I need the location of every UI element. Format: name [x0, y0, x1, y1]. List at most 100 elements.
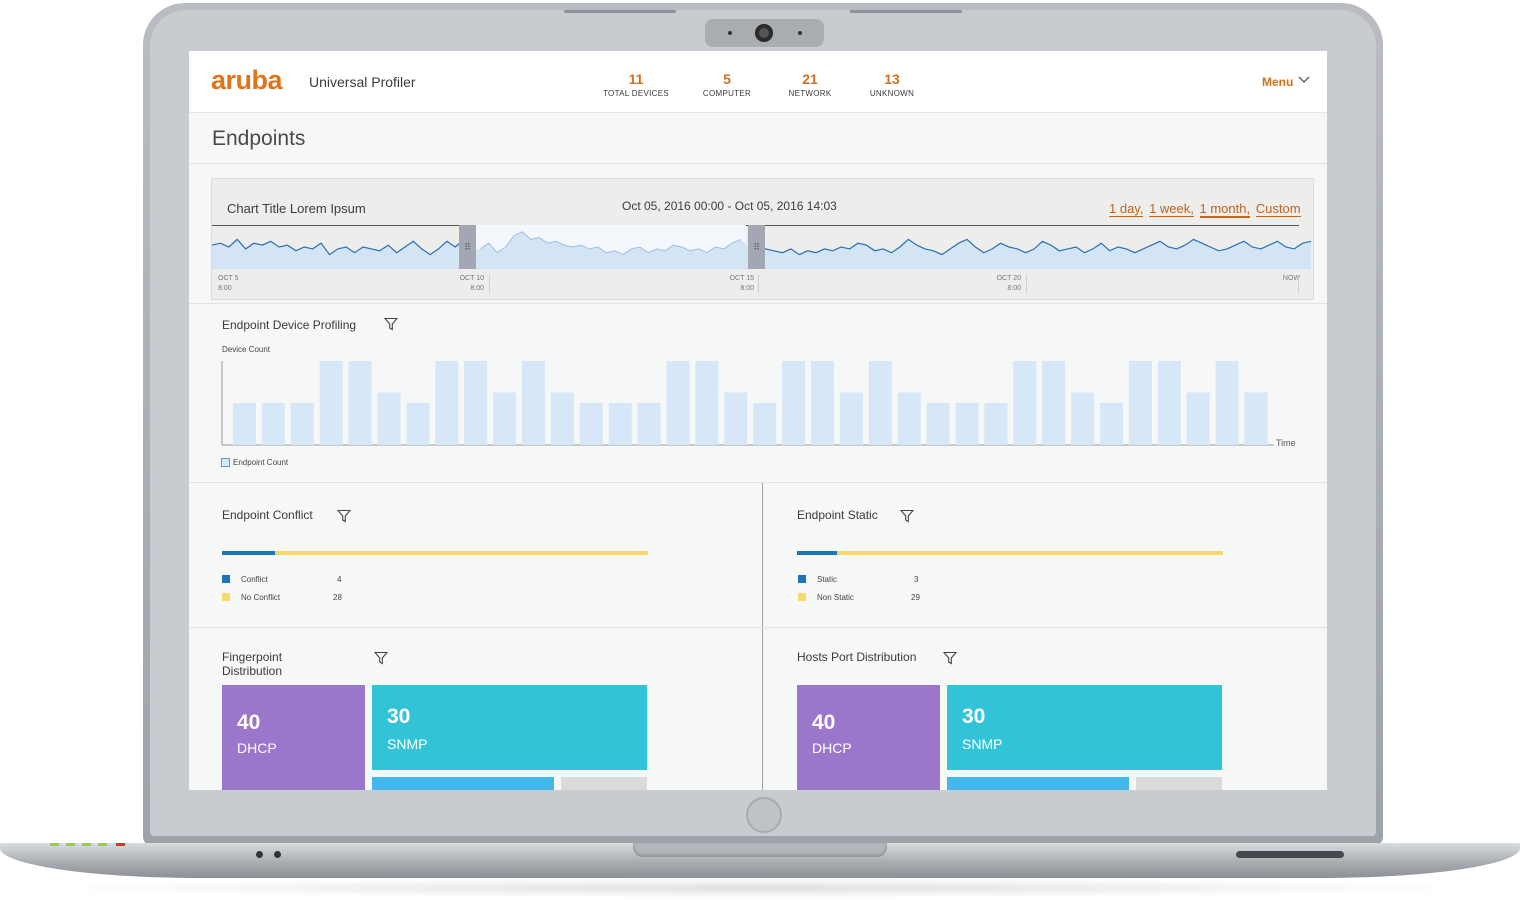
timeline-handle-left[interactable] [459, 225, 476, 269]
timeline-tick: OCT 5 8:00 [218, 275, 239, 292]
bar-segment-non-static[interactable] [836, 551, 1223, 555]
tile-small[interactable] [372, 777, 554, 790]
profiling-bar[interactable] [1215, 361, 1239, 445]
stat-network[interactable]: 21 NETWORK [775, 71, 845, 98]
tile-dhcp[interactable]: 40 DHCP [797, 685, 940, 790]
tile-small[interactable] [1136, 777, 1222, 790]
column-divider [762, 483, 763, 790]
legend-swatch [221, 458, 230, 467]
tile-small[interactable] [947, 777, 1129, 790]
profiling-bar[interactable] [319, 361, 343, 445]
legend-value: 3 [914, 575, 919, 584]
profiling-bar[interactable] [348, 361, 372, 445]
profiling-bar[interactable] [839, 392, 863, 446]
profiling-bar[interactable] [435, 361, 459, 445]
divider [189, 303, 1327, 304]
profiling-bar[interactable] [1071, 392, 1095, 446]
status-led [98, 843, 107, 846]
filter-icon[interactable] [374, 651, 388, 665]
profiling-bar[interactable] [493, 392, 517, 446]
stat-unknown[interactable]: 13 UNKNOWN [857, 71, 927, 98]
filter-icon[interactable] [337, 509, 351, 523]
profiling-bar[interactable] [464, 361, 488, 445]
status-led [116, 843, 125, 846]
legend-label: Static [817, 575, 838, 584]
profiling-bar[interactable] [695, 361, 719, 445]
stat-computer[interactable]: 5 COMPUTER [692, 71, 762, 98]
aruba-logo[interactable]: aruba [211, 65, 283, 95]
profiling-bar[interactable] [1128, 361, 1152, 445]
filter-icon[interactable] [943, 651, 957, 665]
profiling-bar[interactable] [1100, 403, 1123, 445]
profiling-bar[interactable] [1013, 361, 1037, 445]
camera-sensor-dot [728, 31, 732, 35]
profiling-bar[interactable] [290, 403, 314, 445]
timeline-tick: NOW [1282, 275, 1300, 282]
profiling-bar[interactable] [1186, 392, 1210, 446]
profiling-bar[interactable] [955, 403, 979, 445]
range-1-day[interactable]: 1 day, [1109, 201, 1144, 217]
profiling-bar[interactable] [782, 361, 806, 445]
profiling-bar[interactable] [1042, 361, 1066, 445]
profiling-bar[interactable] [897, 392, 921, 446]
timeline-handle-right[interactable] [748, 225, 765, 269]
range-1-week[interactable]: 1 week, [1149, 201, 1194, 217]
fingerprint-title-line2: Distribution [222, 664, 283, 678]
profiling-bar[interactable] [377, 392, 401, 446]
profiling-bar[interactable] [724, 392, 748, 446]
hosts-port-title: Hosts Port Distribution [797, 650, 917, 664]
stat-label: TOTAL DEVICES [603, 89, 669, 98]
tile-value: 30 [962, 705, 986, 728]
static-title: Endpoint Static [797, 508, 878, 522]
tile-small[interactable] [561, 777, 647, 790]
base-slot [1236, 851, 1344, 858]
tile-label: SNMP [387, 736, 428, 752]
chevron-down-icon[interactable] [1298, 76, 1310, 84]
filter-icon[interactable] [900, 509, 914, 523]
profiling-bar[interactable] [868, 361, 892, 445]
timeline-sparkline[interactable]: ⠿ ⠿ [212, 225, 1311, 269]
stat-total-devices[interactable]: 11 TOTAL DEVICES [596, 71, 676, 98]
drag-handle-icon: ⠿ [753, 242, 760, 252]
tile-snmp[interactable]: 30 SNMP [372, 685, 647, 770]
menu-button[interactable]: Menu [1262, 75, 1294, 89]
profiling-bar[interactable] [261, 403, 285, 445]
profiling-bar[interactable] [637, 403, 661, 445]
profiling-bar[interactable] [811, 361, 834, 445]
legend-swatch-conflict [222, 575, 230, 583]
bar-segment-static[interactable] [797, 551, 837, 555]
filter-icon[interactable] [384, 317, 398, 331]
tile-label: SNMP [962, 736, 1003, 752]
fingerprint-title-line1: Fingerpoint [222, 650, 283, 664]
tile-value: 30 [387, 705, 411, 728]
profiling-bar[interactable] [579, 403, 603, 445]
profiling-bar[interactable] [233, 403, 256, 445]
stat-label: UNKNOWN [869, 89, 915, 98]
stat-value: 11 [628, 71, 644, 87]
profiling-bar[interactable] [1157, 361, 1181, 445]
range-custom[interactable]: Custom [1255, 201, 1301, 217]
tile-snmp[interactable]: 30 SNMP [947, 685, 1222, 770]
profiling-bar[interactable] [666, 361, 690, 445]
profiling-bar[interactable] [1244, 392, 1268, 446]
lid-notch-left [564, 10, 676, 13]
profiling-bar[interactable] [926, 403, 950, 445]
range-1-month[interactable]: 1 month, [1199, 201, 1251, 218]
bar-segment-conflict[interactable] [222, 551, 276, 555]
profiling-bar[interactable] [984, 403, 1008, 445]
profiling-bar[interactable] [753, 403, 777, 445]
timeline-range: Oct 05, 2016 00:00 - Oct 05, 2016 14:03 [622, 199, 837, 213]
profiling-bar[interactable] [406, 403, 430, 445]
app-title: Universal Profiler [309, 74, 416, 90]
legend-label: No Conflict [241, 593, 281, 602]
camera-bar [705, 19, 824, 47]
profiling-bar[interactable] [550, 392, 574, 446]
profiling-bar[interactable] [522, 361, 545, 445]
tile-dhcp[interactable]: 40 DHCP [222, 685, 365, 790]
bar-segment-no-conflict[interactable] [275, 551, 648, 555]
profiling-bar[interactable] [608, 403, 632, 445]
timeline-line-selected [480, 231, 741, 256]
timeline-line [212, 238, 1311, 256]
divider [189, 163, 1327, 164]
tick-line [758, 275, 759, 293]
